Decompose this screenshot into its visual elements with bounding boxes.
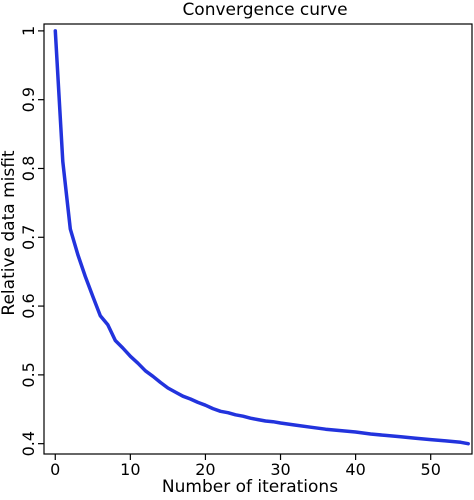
y-axis-title: Relative data misfit (0, 150, 19, 316)
plot-frame (43, 23, 473, 455)
x-tick-label: 10 (120, 460, 140, 479)
y-tick-label: 0.6 (19, 293, 38, 318)
series-line (53, 29, 470, 446)
x-axis: 0 10 20 30 40 50 (50, 454, 441, 479)
y-tick-label: 0.4 (19, 431, 38, 456)
y-axis: 0.4 0.5 0.6 0.7 0.8 0.9 1 (19, 26, 44, 456)
x-tick-label: 40 (345, 460, 365, 479)
chart-title: Convergence curve (182, 0, 347, 20)
x-tick-label: 30 (270, 460, 290, 479)
x-tick-label: 0 (50, 460, 60, 479)
y-tick-label: 1 (19, 26, 38, 36)
y-tick-label: 0.7 (19, 225, 38, 250)
y-tick-label: 0.9 (19, 87, 38, 112)
x-tick-label: 50 (421, 460, 441, 479)
series-layer (53, 29, 470, 446)
x-axis-title: Number of iterations (162, 477, 338, 495)
x-tick-label: 20 (195, 460, 215, 479)
y-tick-label: 0.8 (19, 156, 38, 181)
y-tick-label: 0.5 (19, 362, 38, 387)
